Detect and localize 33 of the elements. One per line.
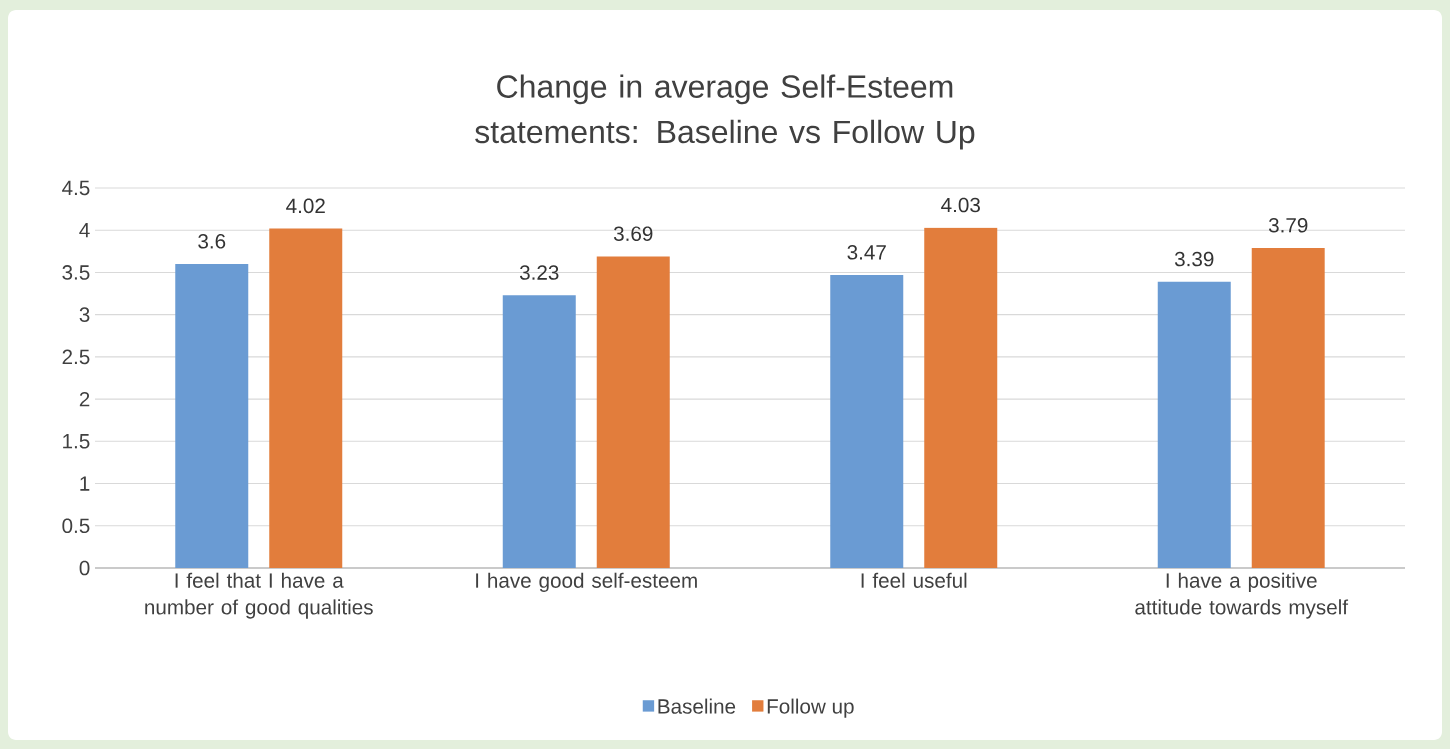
y-tick-label: 1	[80, 476, 90, 491]
bar	[1157, 281, 1231, 568]
bar	[596, 256, 670, 568]
data-label: 4.03	[941, 197, 980, 213]
x-tick-label: I feel useful	[861, 572, 967, 588]
y-tick-label: 3	[79, 307, 90, 322]
legend-label: Follow up	[767, 698, 854, 718]
x-tick-label: I have good self-esteem	[476, 572, 697, 592]
data-label: 3.69	[613, 226, 653, 242]
bar	[830, 274, 904, 568]
data-label: 3.23	[519, 265, 559, 280]
bar	[502, 295, 576, 568]
legend-label: Baseline	[658, 698, 736, 714]
y-tick-label: 2.5	[62, 349, 90, 365]
bar	[175, 263, 249, 568]
y-tick-label: 1.5	[63, 434, 90, 449]
y-tick-label: 0	[79, 560, 90, 576]
x-tick-label: I have a positive attitude towards myself	[1135, 572, 1349, 619]
y-tick-label: 0.5	[62, 518, 90, 534]
bar	[924, 227, 998, 568]
data-label: 3.79	[1268, 217, 1308, 233]
data-label: 3.47	[847, 244, 886, 260]
y-tick-label: 4.5	[62, 180, 90, 196]
data-label: 3.6	[198, 233, 226, 249]
y-tick-label: 4	[79, 223, 90, 238]
bar	[1251, 247, 1325, 568]
data-label: 3.39	[1174, 251, 1214, 267]
bar	[269, 228, 343, 568]
y-tick-label: 2	[79, 391, 90, 407]
data-label: 4.02	[286, 198, 325, 214]
y-tick-label: 3.5	[62, 265, 90, 280]
x-tick-label: I feel that I have a number of good qualities	[145, 572, 373, 619]
chart-title: Change in average Self-Esteem statements: Baseline vs Follow Up	[475, 74, 975, 150]
